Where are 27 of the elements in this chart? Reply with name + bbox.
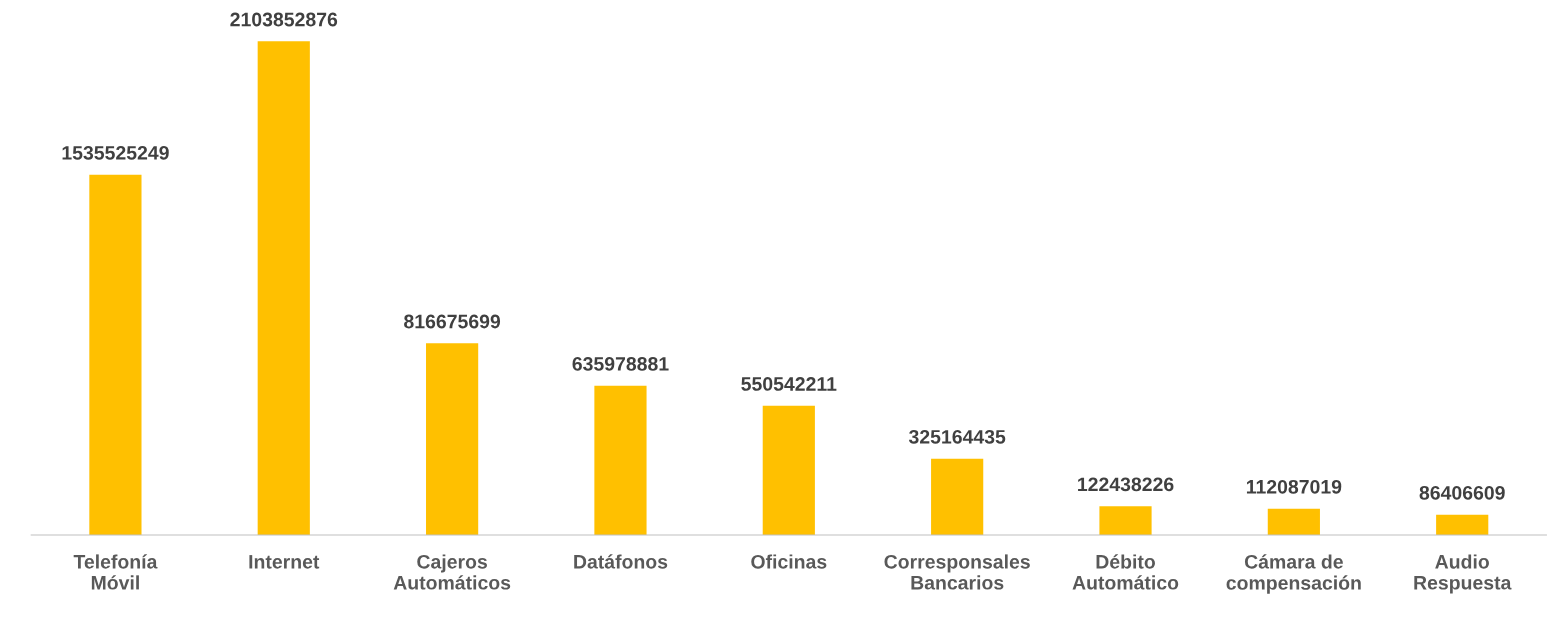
x-tick-label: Audio Respuesta [1414,554,1512,594]
x-tick-label: Corresponsales Bancarios [884,554,1030,590]
data-label: 816675699 [404,314,501,329]
bar [257,41,310,535]
data-label: 325164435 [908,429,1006,444]
x-tick-label: Cámara de compensación [1226,554,1361,594]
x-tick-label: Telefonía Móvil [73,554,158,590]
bar [1436,514,1489,535]
data-label: 1535525249 [62,145,169,160]
bar [1099,506,1152,535]
x-tick-label: Oficinas [751,554,827,569]
data-label: 122438226 [1078,477,1174,492]
data-label: 112087019 [1246,479,1342,494]
data-label: 635978881 [572,357,669,371]
x-tick-label: Internet [249,555,320,569]
x-tick-label: Cajeros Automáticos [393,554,511,590]
x-tick-label: Datáfonos [574,554,668,569]
bar [931,458,984,535]
data-label: 550542211 [741,377,837,391]
bar [426,343,479,535]
data-label: 2103852876 [230,12,338,27]
bar [762,405,815,535]
bar [1267,508,1320,535]
bar [89,174,142,535]
x-tick-label: Débito Automático [1072,554,1179,590]
bar [594,385,647,535]
data-label: 86406609 [1419,485,1505,500]
